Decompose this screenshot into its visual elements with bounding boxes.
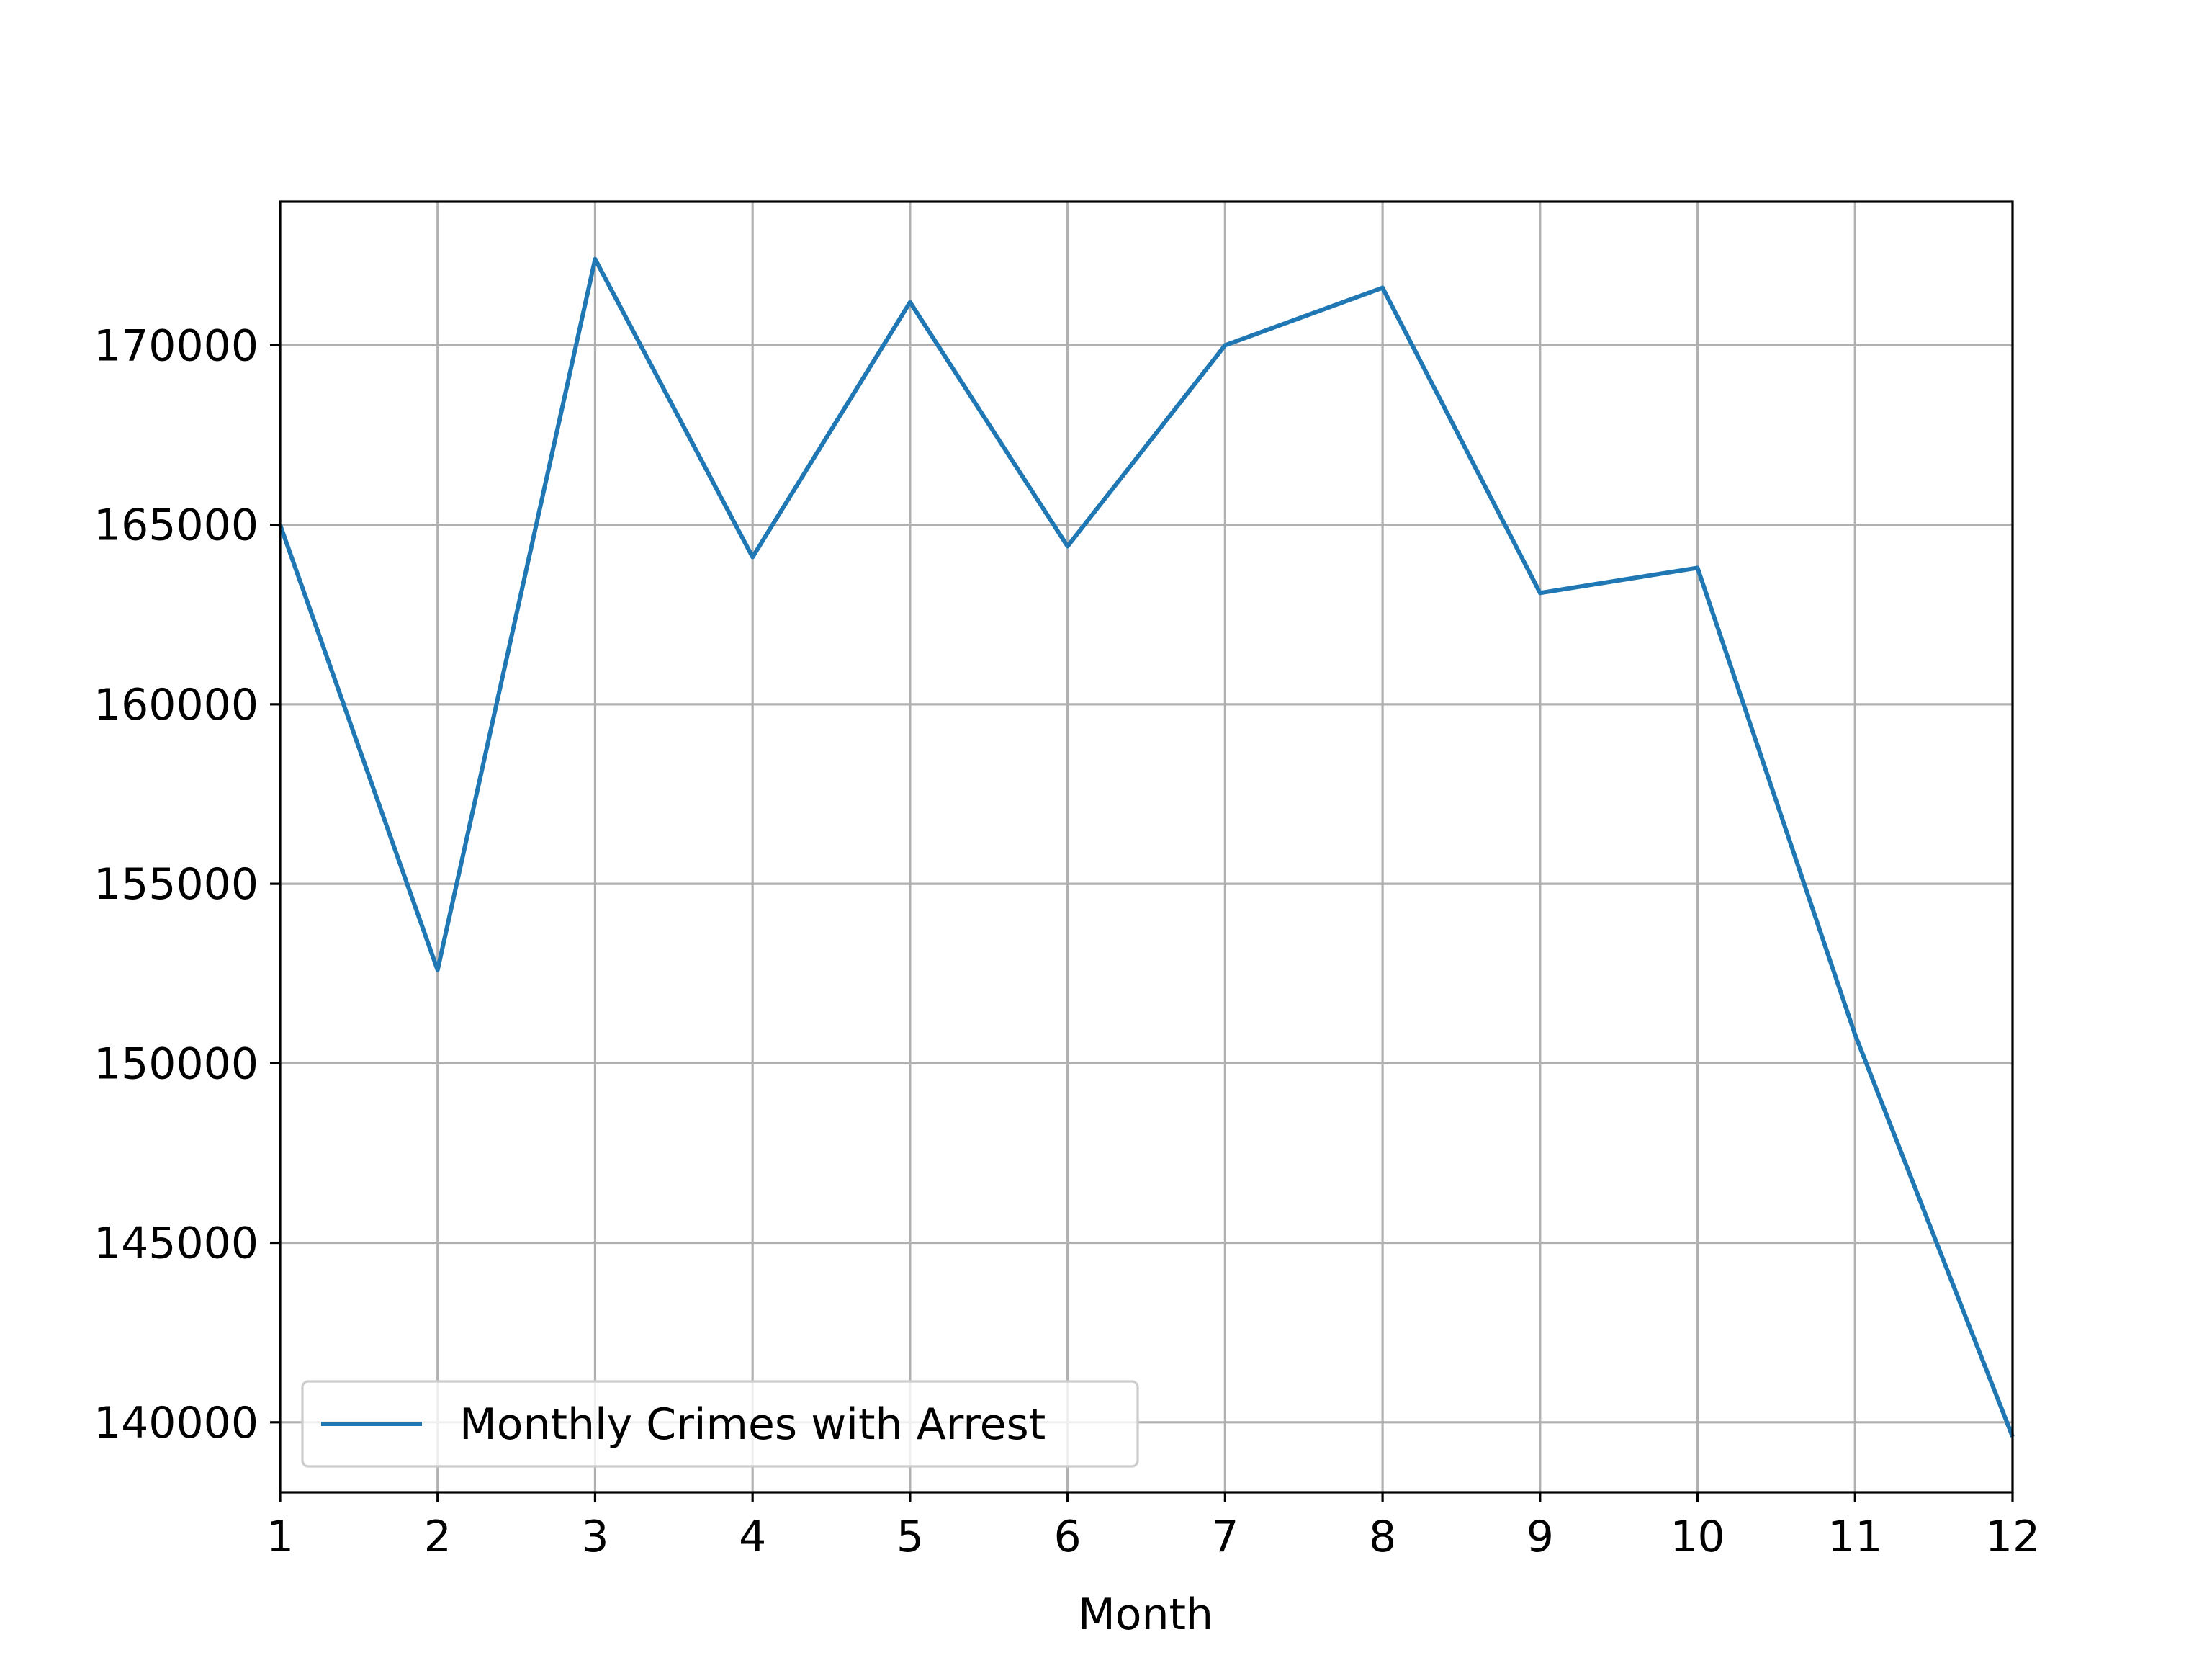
grid-lines — [280, 202, 2013, 1492]
y-tick-label: 160000 — [94, 680, 258, 730]
y-tick-label: 155000 — [94, 859, 258, 910]
series-line — [280, 259, 2013, 1437]
y-tick-label: 150000 — [94, 1039, 258, 1089]
x-tick-label: 10 — [1670, 1512, 1725, 1562]
x-tick-label: 7 — [1211, 1512, 1238, 1562]
x-tick-label: 9 — [1527, 1512, 1554, 1562]
x-tick-label: 5 — [896, 1512, 924, 1562]
x-tick-label: 3 — [581, 1512, 608, 1562]
x-axis-title: Month — [1078, 1590, 1213, 1640]
y-tick-label: 170000 — [94, 321, 258, 371]
series-lines — [280, 259, 2013, 1437]
x-tick-label: 12 — [1985, 1512, 2040, 1562]
legend-label: Monthly Crimes with Arrest — [459, 1399, 1046, 1450]
legend: Monthly Crimes with Arrest — [302, 1381, 1138, 1466]
y-tick-label: 140000 — [94, 1398, 258, 1448]
x-tick-label: 2 — [424, 1512, 451, 1562]
y-axis-ticks: 140000 145000 150000 155000 160000 165000 1700… — [94, 321, 280, 1448]
x-tick-label: 1 — [266, 1512, 294, 1562]
x-tick-label: 4 — [739, 1512, 766, 1562]
x-tick-label: 8 — [1369, 1512, 1396, 1562]
plot-frame — [280, 202, 2013, 1492]
plot-area-border — [280, 202, 2013, 1492]
x-tick-label: 11 — [1827, 1512, 1882, 1562]
x-tick-label: 6 — [1054, 1512, 1082, 1562]
y-tick-label: 165000 — [94, 501, 258, 551]
y-tick-label: 145000 — [94, 1219, 258, 1269]
